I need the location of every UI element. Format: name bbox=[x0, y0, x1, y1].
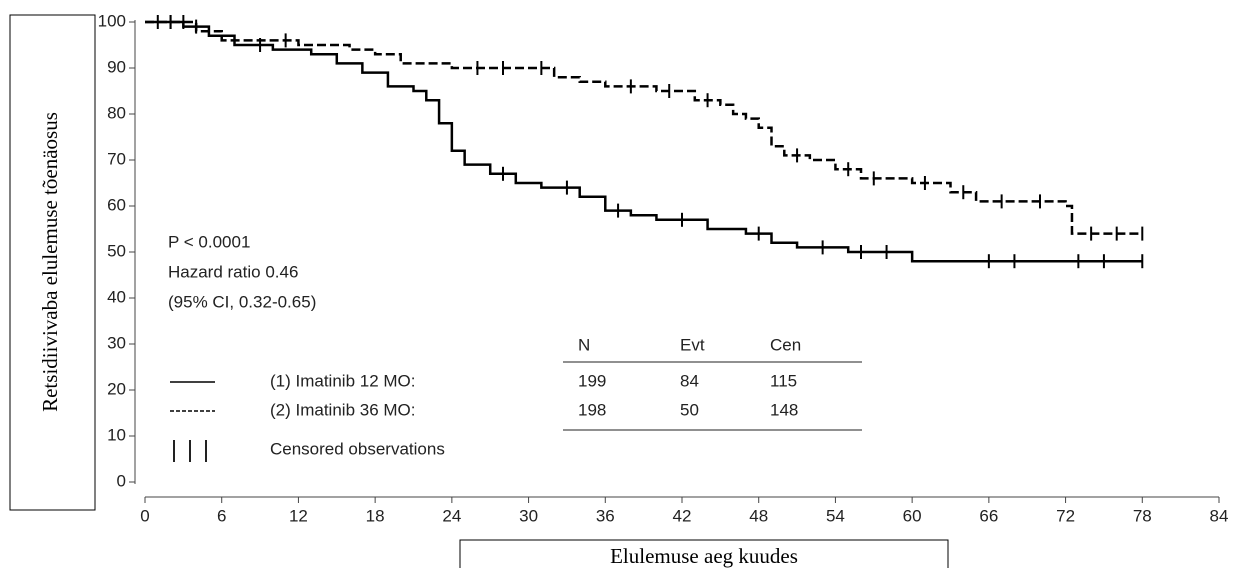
x-tick-label: 48 bbox=[749, 506, 768, 525]
y-tick-label: 60 bbox=[107, 195, 126, 214]
x-tick-label: 24 bbox=[442, 506, 461, 525]
annotation: (95% CI, 0.32-0.65) bbox=[168, 292, 316, 311]
table-header: N bbox=[578, 335, 590, 354]
legend-label: Censored observations bbox=[270, 439, 445, 458]
x-tick-label: 18 bbox=[366, 506, 385, 525]
annotation: Hazard ratio 0.46 bbox=[168, 262, 298, 281]
x-tick-label: 0 bbox=[140, 506, 149, 525]
censor-symbol bbox=[173, 440, 207, 462]
x-label-box bbox=[459, 539, 949, 573]
y-tick-label: 50 bbox=[107, 241, 126, 260]
y-tick-label: 90 bbox=[107, 57, 126, 76]
table-cell: 199 bbox=[578, 371, 606, 390]
x-tick-label: 72 bbox=[1056, 506, 1075, 525]
table-header: Evt bbox=[680, 335, 705, 354]
legend-label: (1) Imatinib 12 MO: bbox=[270, 371, 416, 390]
x-tick-label: 36 bbox=[596, 506, 615, 525]
legend-label: (2) Imatinib 36 MO: bbox=[270, 400, 416, 419]
x-tick-label: 66 bbox=[979, 506, 998, 525]
y-tick-label: 20 bbox=[107, 379, 126, 398]
table-cell: 84 bbox=[680, 371, 699, 390]
table-cell: 148 bbox=[770, 400, 798, 419]
y-label-box bbox=[9, 14, 96, 511]
y-tick-label: 10 bbox=[107, 425, 126, 444]
y-axis-label: Retsidiivivaba elulemuse tõenäosus bbox=[38, 112, 62, 412]
x-axis-label: Elulemuse aeg kuudes bbox=[610, 544, 798, 568]
y-tick-label: 40 bbox=[107, 287, 126, 306]
table-header: Cen bbox=[770, 335, 801, 354]
x-tick-label: 84 bbox=[1210, 506, 1229, 525]
y-tick-label: 0 bbox=[117, 471, 126, 490]
y-tick-label: 80 bbox=[107, 103, 126, 122]
x-tick-label: 54 bbox=[826, 506, 845, 525]
survival-curve bbox=[145, 20, 1143, 263]
survival-curve bbox=[145, 20, 1143, 235]
x-tick-label: 78 bbox=[1133, 506, 1152, 525]
y-tick-label: 100 bbox=[98, 11, 126, 30]
x-tick-label: 12 bbox=[289, 506, 308, 525]
x-tick-label: 6 bbox=[217, 506, 226, 525]
x-tick-label: 30 bbox=[519, 506, 538, 525]
x-tick-label: 42 bbox=[673, 506, 692, 525]
annotation: P < 0.0001 bbox=[168, 232, 250, 251]
x-tick-label: 60 bbox=[903, 506, 922, 525]
table-cell: 115 bbox=[770, 371, 797, 390]
table-cell: 50 bbox=[680, 400, 699, 419]
y-tick-label: 30 bbox=[107, 333, 126, 352]
table-cell: 198 bbox=[578, 400, 606, 419]
y-tick-label: 70 bbox=[107, 149, 126, 168]
